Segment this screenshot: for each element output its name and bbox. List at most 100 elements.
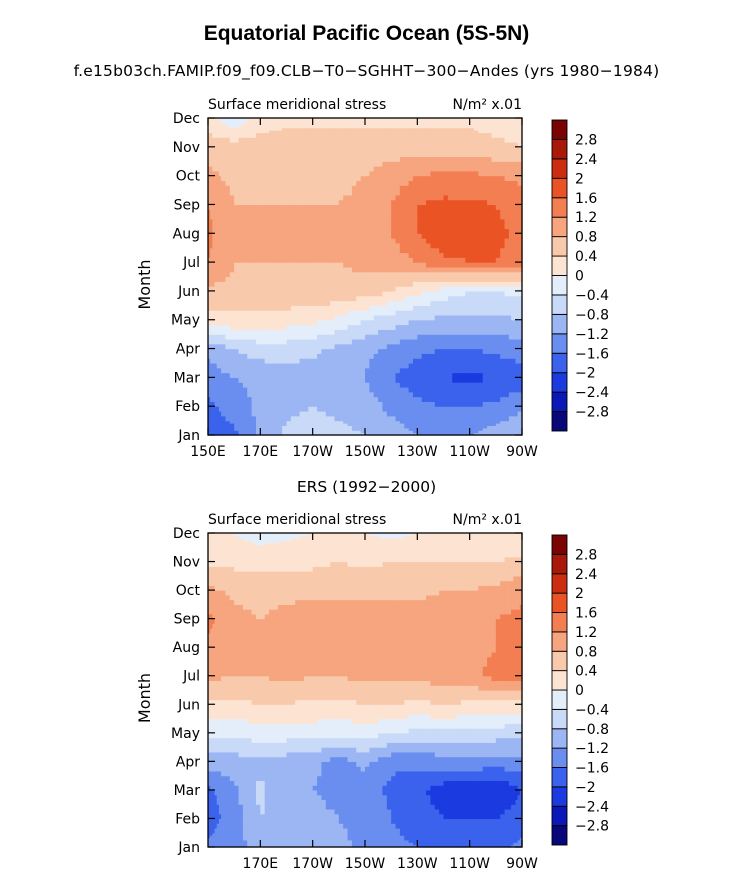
- heatmap-cell: [465, 242, 471, 249]
- heatmap-cell: [208, 257, 211, 263]
- heatmap-cell: [378, 396, 384, 402]
- heatmap-cell: [369, 410, 375, 417]
- heatmap-cell: [508, 223, 512, 230]
- heatmap-cell: [478, 427, 484, 431]
- heatmap-cell: [517, 209, 521, 215]
- heatmap-cell: [439, 343, 445, 350]
- heatmap-cell: [434, 199, 440, 206]
- heatmap-cell: [210, 406, 213, 412]
- heatmap-cell: [251, 334, 257, 340]
- heatmap-cell: [208, 223, 211, 230]
- heatmap-cell: [356, 223, 362, 230]
- heatmap-cell: [234, 286, 240, 292]
- heatmap-cell: [343, 175, 349, 182]
- heatmap-cell: [325, 214, 331, 220]
- heatmap-cell: [460, 430, 466, 434]
- heatmap-cell: [238, 314, 244, 321]
- heatmap-cell: [439, 233, 445, 239]
- heatmap-cell: [519, 427, 523, 431]
- heatmap-cell: [404, 372, 410, 378]
- heatmap-cell: [487, 300, 493, 306]
- heatmap-cell: [395, 406, 401, 412]
- heatmap-cell: [330, 161, 336, 167]
- heatmap-cell: [452, 204, 458, 210]
- heatmap-cell: [221, 319, 227, 326]
- heatmap-cell: [286, 367, 292, 374]
- heatmap-cell: [478, 314, 484, 321]
- heatmap-cell: [408, 362, 414, 369]
- heatmap-cell: [238, 353, 244, 359]
- heatmap-cell: [303, 276, 309, 282]
- heatmap-cell: [214, 252, 218, 258]
- heatmap-cell: [408, 324, 414, 330]
- heatmap-cell: [500, 377, 506, 383]
- heatmap-cell: [225, 281, 231, 287]
- heatmap-cell: [478, 166, 484, 172]
- heatmap-cell: [308, 314, 314, 321]
- heatmap-cell: [277, 214, 283, 220]
- heatmap-cell: [491, 262, 497, 268]
- heatmap-cell: [417, 180, 423, 186]
- heatmap-cell: [343, 151, 349, 158]
- heatmap-cell: [343, 401, 349, 407]
- heatmap-cell: [299, 281, 305, 287]
- heatmap-cell: [269, 247, 275, 254]
- heatmap-cell: [338, 367, 344, 374]
- heatmap-cell: [491, 314, 497, 321]
- heatmap-cell: [517, 367, 521, 374]
- heatmap-cell: [351, 247, 357, 254]
- heatmap-cell: [251, 329, 257, 335]
- heatmap-cell: [308, 238, 314, 244]
- heatmap-cell: [386, 180, 392, 186]
- heatmap-cell: [269, 166, 275, 172]
- heatmap-cell: [290, 358, 296, 364]
- heatmap-cell: [460, 377, 466, 383]
- heatmap-cell: [404, 314, 410, 321]
- heatmap-cell: [295, 372, 301, 378]
- heatmap-cell: [210, 170, 213, 177]
- heatmap-cell: [412, 396, 418, 402]
- heatmap-cell: [487, 401, 493, 407]
- heatmap-cell: [264, 276, 270, 282]
- heatmap-cell: [478, 295, 484, 302]
- heatmap-cell: [487, 266, 493, 273]
- heatmap-cell: [277, 334, 283, 340]
- heatmap-cell: [247, 238, 253, 244]
- heatmap-cell: [351, 190, 357, 196]
- heatmap-cell: [517, 204, 521, 210]
- heatmap-cell: [286, 257, 292, 263]
- heatmap-cell: [303, 170, 309, 177]
- heatmap-cell: [430, 415, 436, 422]
- heatmap-cell: [395, 218, 401, 225]
- heatmap-cell: [343, 386, 349, 393]
- heatmap-cell: [325, 266, 331, 273]
- heatmap-cell: [303, 343, 309, 350]
- heatmap-cell: [517, 406, 521, 412]
- heatmap-cell: [465, 295, 471, 302]
- heatmap-cell: [212, 228, 216, 234]
- heatmap-cell: [216, 343, 220, 350]
- heatmap-cell: [343, 305, 349, 311]
- heatmap-cell: [386, 396, 392, 402]
- heatmap-cell: [452, 334, 458, 340]
- heatmap-cell: [347, 286, 353, 292]
- heatmap-cell: [447, 362, 453, 369]
- heatmap-cell: [334, 238, 340, 244]
- heatmap-cell: [426, 170, 432, 177]
- heatmap-cell: [365, 401, 370, 407]
- heatmap-cell: [264, 233, 270, 239]
- heatmap-cell: [452, 425, 458, 429]
- heatmap-cell: [460, 161, 466, 167]
- heatmap-cell: [321, 271, 327, 278]
- heatmap-cell: [373, 194, 379, 201]
- heatmap-cell: [460, 194, 466, 201]
- heatmap-cell: [214, 247, 218, 254]
- heatmap-cell: [443, 295, 449, 302]
- heatmap-cell: [469, 391, 475, 398]
- heatmap-cell: [264, 386, 270, 393]
- heatmap-cell: [317, 180, 322, 186]
- heatmap-cell: [517, 257, 521, 263]
- heatmap-cell: [474, 286, 479, 292]
- heatmap-cell: [412, 175, 418, 182]
- heatmap-cell: [269, 406, 275, 412]
